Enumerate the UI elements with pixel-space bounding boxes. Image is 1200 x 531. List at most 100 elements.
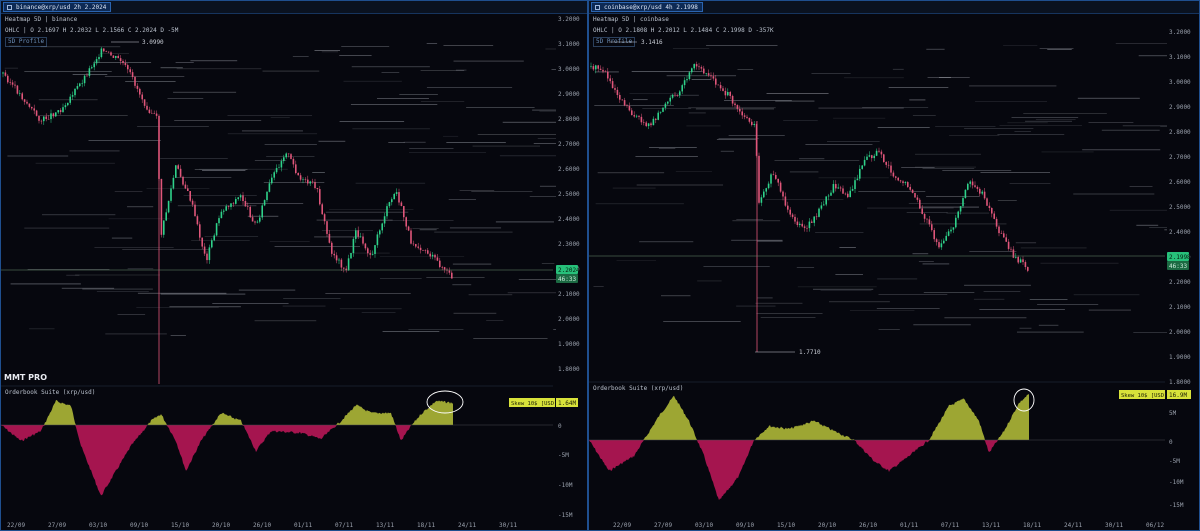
candle-body: [429, 253, 431, 257]
candle-body: [424, 250, 427, 251]
candle-body: [275, 168, 278, 173]
candle-body: [599, 68, 602, 70]
candle-body: [367, 248, 369, 254]
oscillator-tick-label: -5M: [558, 452, 569, 459]
candle-body: [616, 89, 619, 95]
candle-body: [993, 213, 995, 219]
profile-badge[interactable]: 5D Profile: [5, 37, 48, 47]
candlestick-series: [590, 61, 1029, 352]
candle-body: [986, 198, 988, 206]
candle-body: [127, 65, 129, 70]
candle-body: [710, 75, 712, 77]
candle-body: [818, 208, 820, 217]
candle-body: [299, 175, 302, 180]
candle-body: [794, 216, 796, 222]
skew-value-text: 16.9M: [1169, 392, 1187, 399]
candle-body: [849, 190, 851, 198]
date-tick-label: 26/10: [859, 522, 877, 529]
candle-body: [950, 229, 952, 232]
candle-body: [779, 182, 782, 192]
oscillator-tick-label: -10M: [558, 482, 573, 489]
candle-body: [427, 250, 429, 254]
candle-body: [352, 238, 355, 254]
oscillator-tick-label: -5M: [1169, 458, 1180, 465]
candle-body: [7, 75, 9, 83]
candle-body: [832, 184, 835, 193]
high-label: 3.0990: [142, 39, 164, 46]
candle-body: [451, 272, 453, 279]
candle-body: [868, 155, 871, 157]
chart-panel-coinbase[interactable]: coinbase@xrp/usd 4h 2.1998 Heatmap 5D | …: [588, 0, 1200, 531]
date-tick-label: 22/09: [613, 522, 631, 529]
candle-body: [928, 219, 931, 225]
candle-body: [107, 51, 110, 53]
chart-tab-binance[interactable]: binance@xrp/usd 2h 2.2024: [3, 2, 112, 12]
candle-body: [155, 113, 158, 116]
candle-body: [839, 187, 842, 189]
date-tick-label: 20/10: [212, 522, 230, 529]
candle-body: [943, 240, 945, 244]
date-tick-label: 13/11: [982, 522, 1000, 529]
time-axis: 22/09 27/09 03/10 09/10 15/10 20/10 26/10 01/11…: [613, 522, 1164, 529]
date-tick-label: 01/11: [294, 522, 312, 529]
candle-body: [443, 267, 446, 270]
oscillator-tick-label: -15M: [1169, 502, 1184, 509]
candle-body: [19, 93, 21, 95]
date-tick-label: 20/10: [818, 522, 836, 529]
candle-body: [203, 246, 206, 254]
candle-body: [621, 99, 623, 101]
candle-body: [652, 118, 655, 126]
chart-tab-coinbase[interactable]: coinbase@xrp/usd 4h 2.1998: [591, 2, 703, 12]
candle-body: [892, 172, 895, 177]
price-tick-label: 2.8000: [1169, 129, 1191, 136]
heatmap-label: Heatmap 5D | coinbase: [593, 16, 669, 23]
candle-body: [789, 209, 791, 215]
candle-body: [31, 106, 33, 109]
candle-body: [369, 253, 371, 255]
candle-body: [38, 115, 40, 121]
candle-body: [676, 95, 679, 96]
candle-body: [909, 186, 911, 190]
candle-body: [422, 250, 424, 251]
candle-body: [971, 181, 974, 186]
candle-body: [16, 85, 19, 94]
candle-body: [902, 181, 904, 184]
skew-tag: [1119, 390, 1165, 399]
candle-body: [957, 211, 959, 218]
candle-body: [688, 72, 691, 80]
candle-body: [227, 206, 230, 207]
candlestick-series: [2, 46, 453, 384]
candle-body: [175, 165, 177, 178]
date-tick-label: 06/12: [1146, 522, 1164, 529]
candle-body: [146, 105, 148, 110]
chart-canvas[interactable]: 3.2000 3.1000 3.0000 2.9000 2.8000 2.7000 2.60…: [1, 1, 588, 531]
candle-body: [350, 253, 352, 259]
candle-body: [640, 116, 643, 123]
candle-body: [163, 220, 165, 235]
candle-body: [304, 179, 307, 180]
candle-body: [691, 68, 693, 73]
candle-body: [873, 155, 875, 159]
price-tick-label: 2.6000: [558, 166, 580, 173]
candle-body: [967, 183, 969, 190]
candle-body: [379, 230, 381, 235]
candle-body: [815, 216, 818, 218]
candle-body: [79, 83, 81, 87]
chart-panel-binance[interactable]: binance@xrp/usd 2h 2.2024 Heatmap 5D | b…: [0, 0, 588, 531]
candle-body: [856, 178, 859, 181]
candle-body: [741, 111, 743, 116]
chart-canvas[interactable]: 3.2000 3.1000 3.0000 2.9000 2.8000 2.7000 2.60…: [589, 1, 1200, 531]
candle-body: [763, 191, 765, 198]
candle-body: [871, 155, 873, 159]
candle-body: [635, 115, 638, 117]
candle-body: [667, 101, 669, 104]
candle-body: [976, 186, 979, 189]
candle-body: [926, 218, 928, 220]
candle-body: [734, 103, 736, 106]
candle-body: [67, 102, 69, 106]
candle-body: [88, 68, 91, 76]
candle-body: [959, 206, 962, 212]
candle-body: [595, 65, 597, 70]
countdown-tag: [556, 274, 578, 283]
candle-body: [784, 196, 787, 206]
